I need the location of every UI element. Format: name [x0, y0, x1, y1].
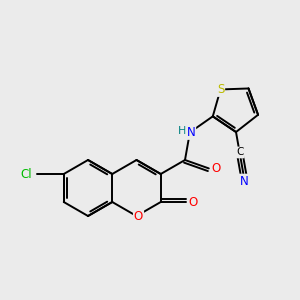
Text: N: N — [239, 175, 248, 188]
Text: N: N — [187, 126, 195, 139]
Text: O: O — [188, 196, 198, 208]
Text: H: H — [178, 126, 186, 136]
Text: C: C — [236, 148, 244, 158]
Text: S: S — [217, 83, 224, 96]
Text: O: O — [134, 209, 143, 223]
Text: O: O — [211, 162, 220, 175]
Text: Cl: Cl — [20, 167, 32, 181]
